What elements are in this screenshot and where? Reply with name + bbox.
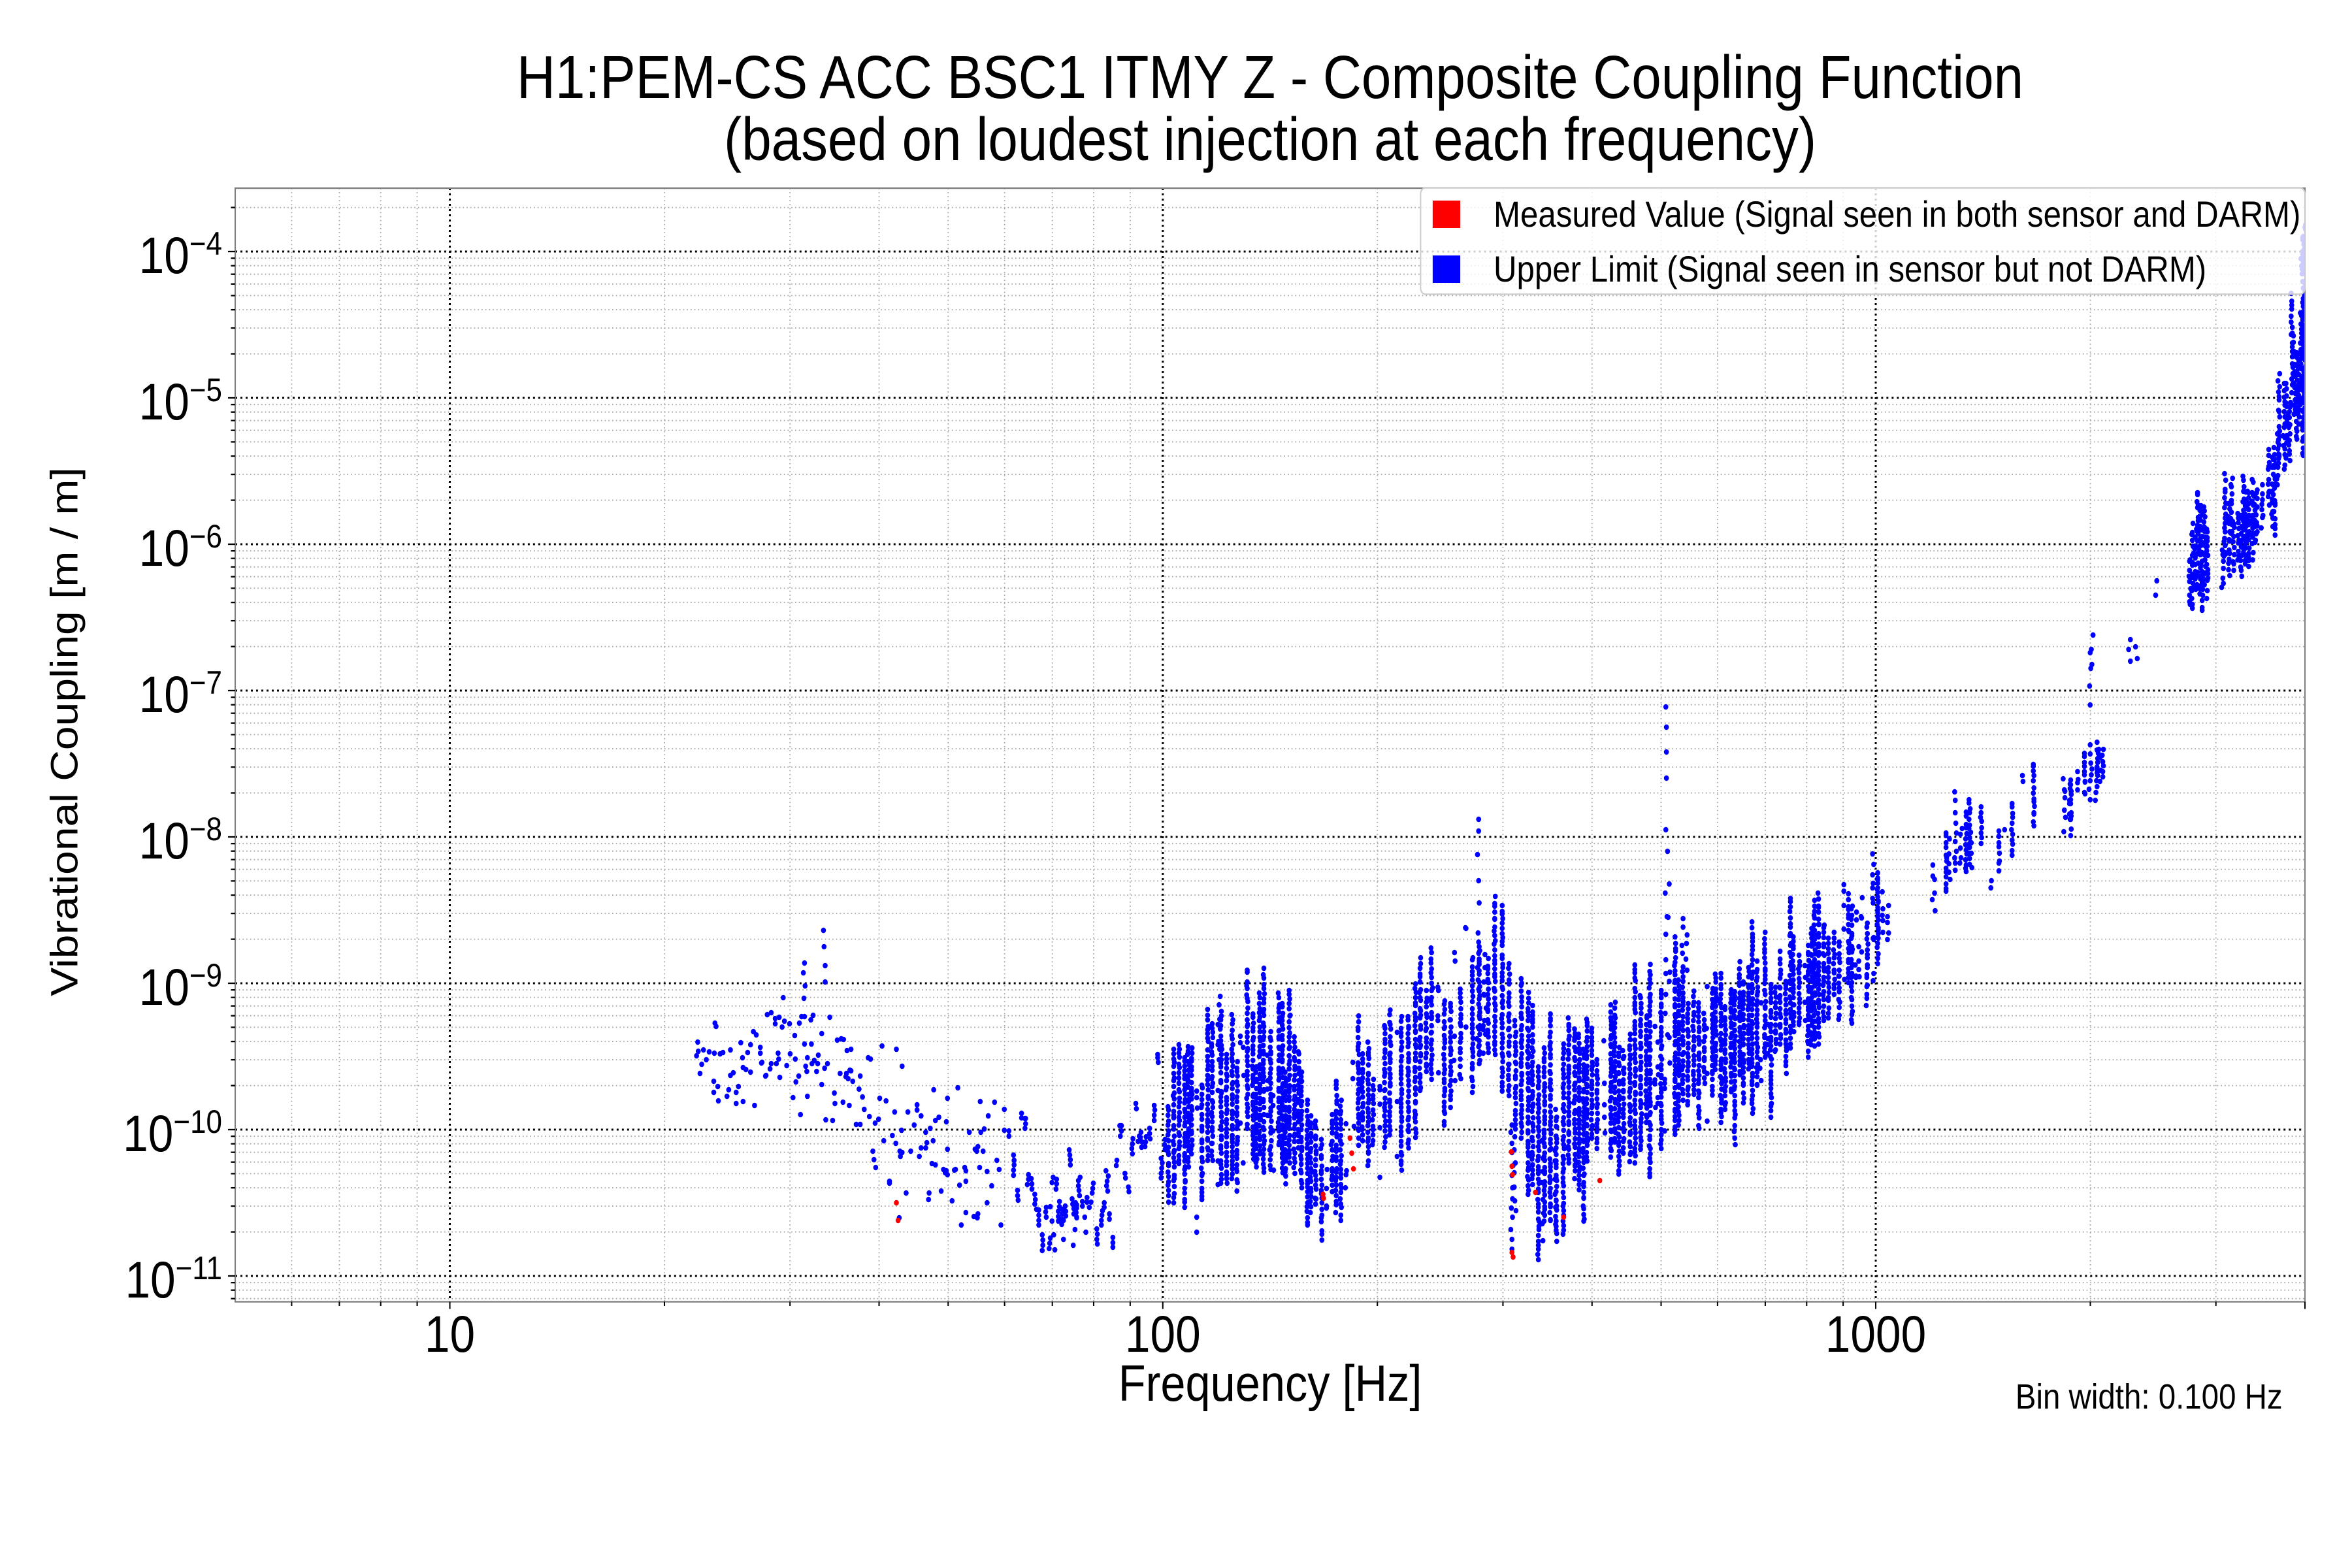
svg-text:10−10: 10−10 <box>123 1103 222 1162</box>
svg-text:10: 10 <box>425 1305 475 1363</box>
svg-text:Measured Value (Signal seen in: Measured Value (Signal seen in both sens… <box>1494 194 2300 235</box>
svg-text:Vibrational Coupling [m / m]: Vibrational Coupling [m / m] <box>44 467 86 996</box>
svg-text:H1:PEM-CS ACC BSC1 ITMY Z - Co: H1:PEM-CS ACC BSC1 ITMY Z - Composite Co… <box>517 43 2023 111</box>
svg-text:10−6: 10−6 <box>139 517 222 577</box>
svg-text:100: 100 <box>1125 1305 1201 1363</box>
svg-text:Upper Limit (Signal seen in se: Upper Limit (Signal seen in sensor but n… <box>1494 249 2206 290</box>
svg-text:Bin width: 0.100 Hz: Bin width: 0.100 Hz <box>2016 1377 2283 1416</box>
svg-text:(based on loudest injection at: (based on loudest injection at each freq… <box>724 105 1816 173</box>
svg-text:Frequency [Hz]: Frequency [Hz] <box>1119 1355 1422 1412</box>
svg-text:10−9: 10−9 <box>139 956 222 1016</box>
svg-text:1000: 1000 <box>1825 1305 1926 1363</box>
